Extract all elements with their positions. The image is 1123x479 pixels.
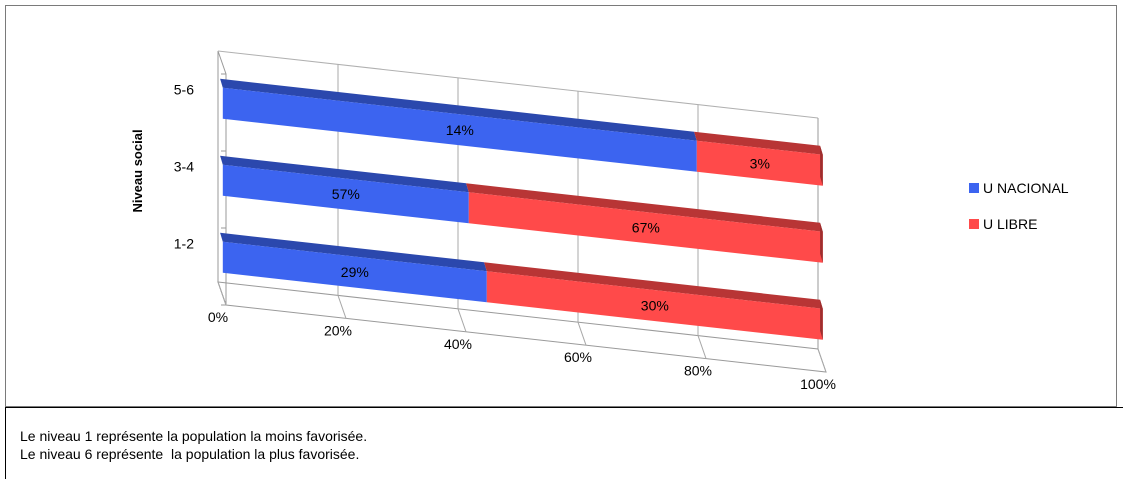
bar-u-nacional: [222, 87, 697, 172]
bar-top-face: [220, 155, 469, 193]
y-tick-label: 3-4: [174, 159, 194, 175]
legend-label: U LIBRE: [983, 216, 1037, 232]
data-label: 3%: [750, 155, 770, 171]
legend-swatch: [969, 183, 979, 193]
y-axis-title: Niveau social: [130, 129, 145, 212]
x-tick-label: 0%: [208, 309, 228, 325]
bar-top-face: [220, 232, 487, 272]
back-wall-top: [217, 50, 819, 119]
data-label: 29%: [341, 264, 369, 280]
x-tick-label: 60%: [564, 349, 592, 365]
footnote-line-2: Le niveau 6 représente la population la …: [20, 446, 360, 462]
stacked-bar-chart: 14% 3% 57% 67% 29% 30% 0% 20% 40% 60% 80% 100% 5-6…: [130, 50, 1069, 392]
bar-end-face: [820, 222, 823, 263]
footnote-box: Le niveau 1 représente la population la …: [5, 407, 1123, 479]
chart-legend: U NACIONAL U LIBRE: [969, 180, 1069, 232]
gridline-floor: [217, 281, 227, 306]
footnote-line-1: Le niveau 1 représente la population la …: [20, 428, 368, 444]
y-tick-label: 5-6: [174, 82, 194, 98]
bar-end-face: [820, 145, 823, 186]
bar-u-nacional: [222, 241, 487, 303]
y-axis-ticks: 5-6 3-4 1-2: [174, 82, 194, 252]
gridline-floor: [697, 335, 707, 359]
bar-end-face: [820, 299, 823, 340]
gridline-floor: [817, 348, 827, 373]
bar-u-nacional: [222, 164, 469, 224]
x-tick-label: 100%: [800, 376, 836, 392]
data-label: 57%: [332, 186, 360, 202]
gridline-floor: [337, 295, 347, 319]
bar-top-face: [220, 78, 697, 141]
data-label: 30%: [641, 298, 669, 314]
x-tick-label: 20%: [324, 322, 352, 338]
chart-area: 14% 3% 57% 67% 29% 30% 0% 20% 40% 60% 80% 100% 5-6…: [5, 5, 1117, 407]
data-label: 67%: [632, 220, 660, 236]
legend-swatch: [969, 219, 979, 229]
bar-u-libre: [696, 140, 823, 186]
gridline-floor: [457, 308, 467, 332]
y-tick-label: 1-2: [174, 236, 194, 252]
gridline-floor: [577, 322, 587, 346]
legend-label: U NACIONAL: [983, 180, 1069, 196]
x-tick-label: 40%: [444, 336, 472, 352]
chart-bars: 14% 3% 57% 67% 29% 30%: [220, 78, 823, 340]
x-tick-label: 80%: [684, 363, 712, 379]
bar-top-face: [466, 183, 823, 232]
bar-top-face: [694, 131, 823, 155]
x-axis-ticks: 0% 20% 40% 60% 80% 100%: [208, 309, 836, 392]
bar-u-libre: [468, 192, 823, 263]
bar-top-face: [484, 262, 823, 309]
bar-u-libre: [486, 271, 823, 340]
data-label: 14%: [446, 122, 474, 138]
